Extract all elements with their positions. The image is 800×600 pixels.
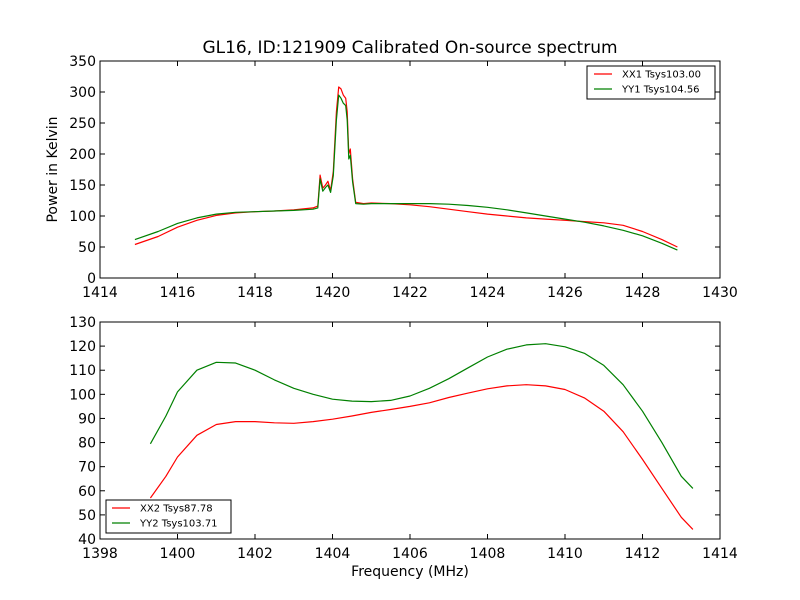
figure-title: GL16, ID:121909 Calibrated On-source spe… <box>202 38 617 58</box>
bottom-x-tick-label: 1400 <box>160 546 196 562</box>
top-legend: XX1 Tsys103.00 YY1 Tsys104.56 <box>586 65 716 100</box>
bottom-series-lines <box>149 343 694 530</box>
bottom-x-tick-label: 1404 <box>315 546 351 562</box>
top-x-tick-label: 1418 <box>237 285 273 301</box>
top-y-tick-label: 0 <box>87 271 96 287</box>
top-x-tick-labels: 1414 1416 1418 1420 1422 1424 1426 1428 1430 <box>82 285 738 301</box>
bottom-y-tick-label: 70 <box>78 460 96 476</box>
top-series-line-1 <box>134 94 678 251</box>
bottom-x-tick-label: 1410 <box>547 546 583 562</box>
bottom-x-tick-labels: 1398 1400 1402 1404 1406 1408 1410 1412 1414 <box>82 546 738 562</box>
top-x-tick-label: 1430 <box>702 285 738 301</box>
bottom-x-axis-label: Frequency (MHz) <box>351 564 469 580</box>
bottom-legend: XX2 Tsys87.78 YY2 Tsys103.71 <box>105 499 232 534</box>
bottom-y-tick-label: 50 <box>78 508 96 524</box>
bottom-legend-box <box>105 499 232 534</box>
top-legend-box <box>586 65 716 100</box>
bottom-y-tick-label: 80 <box>78 436 96 452</box>
top-tick-marks <box>99 60 721 279</box>
top-x-tick-label: 1424 <box>470 285 506 301</box>
top-y-tick-labels: 0 50 100 150 200 250 300 350 <box>69 54 96 287</box>
top-y-axis-label: Power in Kelvin <box>45 116 61 222</box>
bottom-y-tick-label: 100 <box>69 387 96 403</box>
top-series-line-0 <box>134 86 678 248</box>
top-series-lines <box>134 86 678 251</box>
bottom-tick-marks <box>99 321 721 540</box>
bottom-y-tick-label: 110 <box>69 363 96 379</box>
top-x-tick-label: 1428 <box>625 285 661 301</box>
bottom-x-tick-label: 1412 <box>625 546 661 562</box>
top-y-tick-label: 300 <box>69 85 96 101</box>
bottom-legend-label-xx2: XX2 Tsys87.78 <box>140 504 213 515</box>
top-legend-label-xx1: XX1 Tsys103.00 <box>622 70 701 81</box>
bottom-x-tick-label: 1398 <box>82 546 118 562</box>
bottom-x-tick-label: 1402 <box>237 546 273 562</box>
top-y-tick-label: 200 <box>69 147 96 163</box>
bottom-x-tick-label: 1414 <box>702 546 738 562</box>
bottom-panel: 1398 1400 1402 1404 1406 1408 1410 1412 1414 40 5… <box>69 315 738 580</box>
bottom-y-tick-label: 60 <box>78 484 96 500</box>
top-x-tick-label: 1414 <box>82 285 118 301</box>
top-y-tick-label: 150 <box>69 178 96 194</box>
bottom-x-tick-label: 1408 <box>470 546 506 562</box>
top-x-tick-label: 1420 <box>315 285 351 301</box>
top-x-tick-label: 1426 <box>547 285 583 301</box>
top-x-tick-label: 1422 <box>392 285 428 301</box>
top-legend-label-yy1: YY1 Tsys104.56 <box>621 85 700 96</box>
top-y-tick-label: 100 <box>69 209 96 225</box>
top-y-tick-label: 350 <box>69 54 96 70</box>
bottom-y-tick-label: 130 <box>69 315 96 331</box>
bottom-y-tick-labels: 40 50 60 70 80 90 100 110 120 130 <box>69 315 96 548</box>
bottom-y-tick-label: 90 <box>78 411 96 427</box>
bottom-x-tick-label: 1406 <box>392 546 428 562</box>
top-y-tick-label: 250 <box>69 116 96 132</box>
bottom-legend-label-yy2: YY2 Tsys103.71 <box>139 519 218 530</box>
top-x-tick-label: 1416 <box>160 285 196 301</box>
bottom-series-line-0 <box>149 384 694 530</box>
bottom-series-line-1 <box>149 343 694 489</box>
top-panel: 1414 1416 1418 1420 1422 1424 1426 1428 1430 0 50… <box>45 54 738 301</box>
top-y-tick-label: 50 <box>78 240 96 256</box>
bottom-y-tick-label: 120 <box>69 339 96 355</box>
bottom-y-tick-label: 40 <box>78 532 96 548</box>
